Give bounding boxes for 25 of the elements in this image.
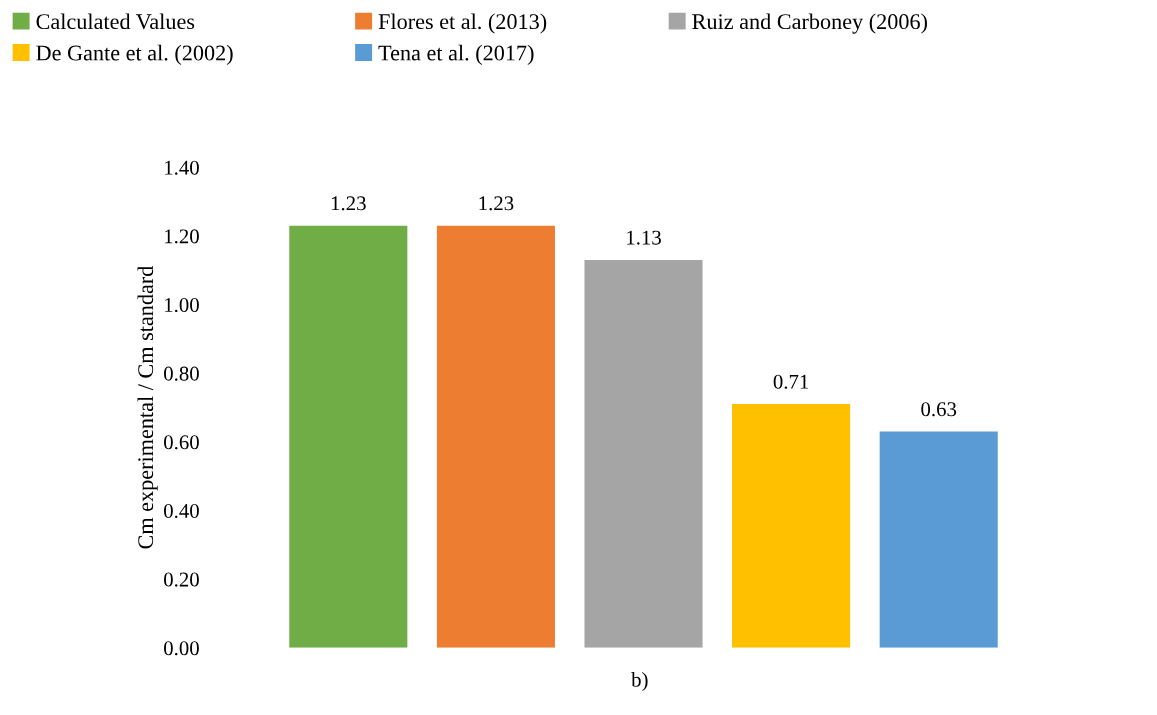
y-tick-label: 1.20 [165, 229, 199, 244]
bar [584, 259, 703, 648]
bar [732, 404, 851, 648]
data-label: 0.71 [773, 374, 809, 389]
y-axis-title: Cm experimental / Cm standard [137, 265, 158, 549]
bar [879, 431, 998, 648]
y-tick-label: 0.80 [164, 366, 199, 381]
x-axis-title: b) [631, 672, 648, 691]
bar [289, 225, 408, 648]
y-tick-label: 0.00 [164, 641, 199, 656]
data-label: 1.23 [331, 196, 366, 211]
legend-label: Flores et al. (2013) [378, 13, 547, 34]
data-label: 0.63 [921, 402, 957, 417]
y-tick-label: 0.40 [164, 503, 199, 519]
y-tick-label: 1.00 [165, 297, 199, 313]
data-label: 1.23 [479, 196, 514, 211]
legend-label: De Gante et al. (2002) [36, 44, 233, 66]
y-tick-label: 1.40 [165, 160, 199, 175]
bar [436, 225, 555, 648]
y-tick-label: 0.60 [164, 435, 199, 450]
legend-label: Ruiz and Carboney (2006) [692, 13, 927, 34]
legend-label: Tena et al. (2017) [378, 44, 534, 66]
data-label: 1.13 [627, 230, 661, 245]
legend-label: Calculated Values [36, 13, 195, 30]
y-tick-label: 0.20 [164, 572, 199, 587]
